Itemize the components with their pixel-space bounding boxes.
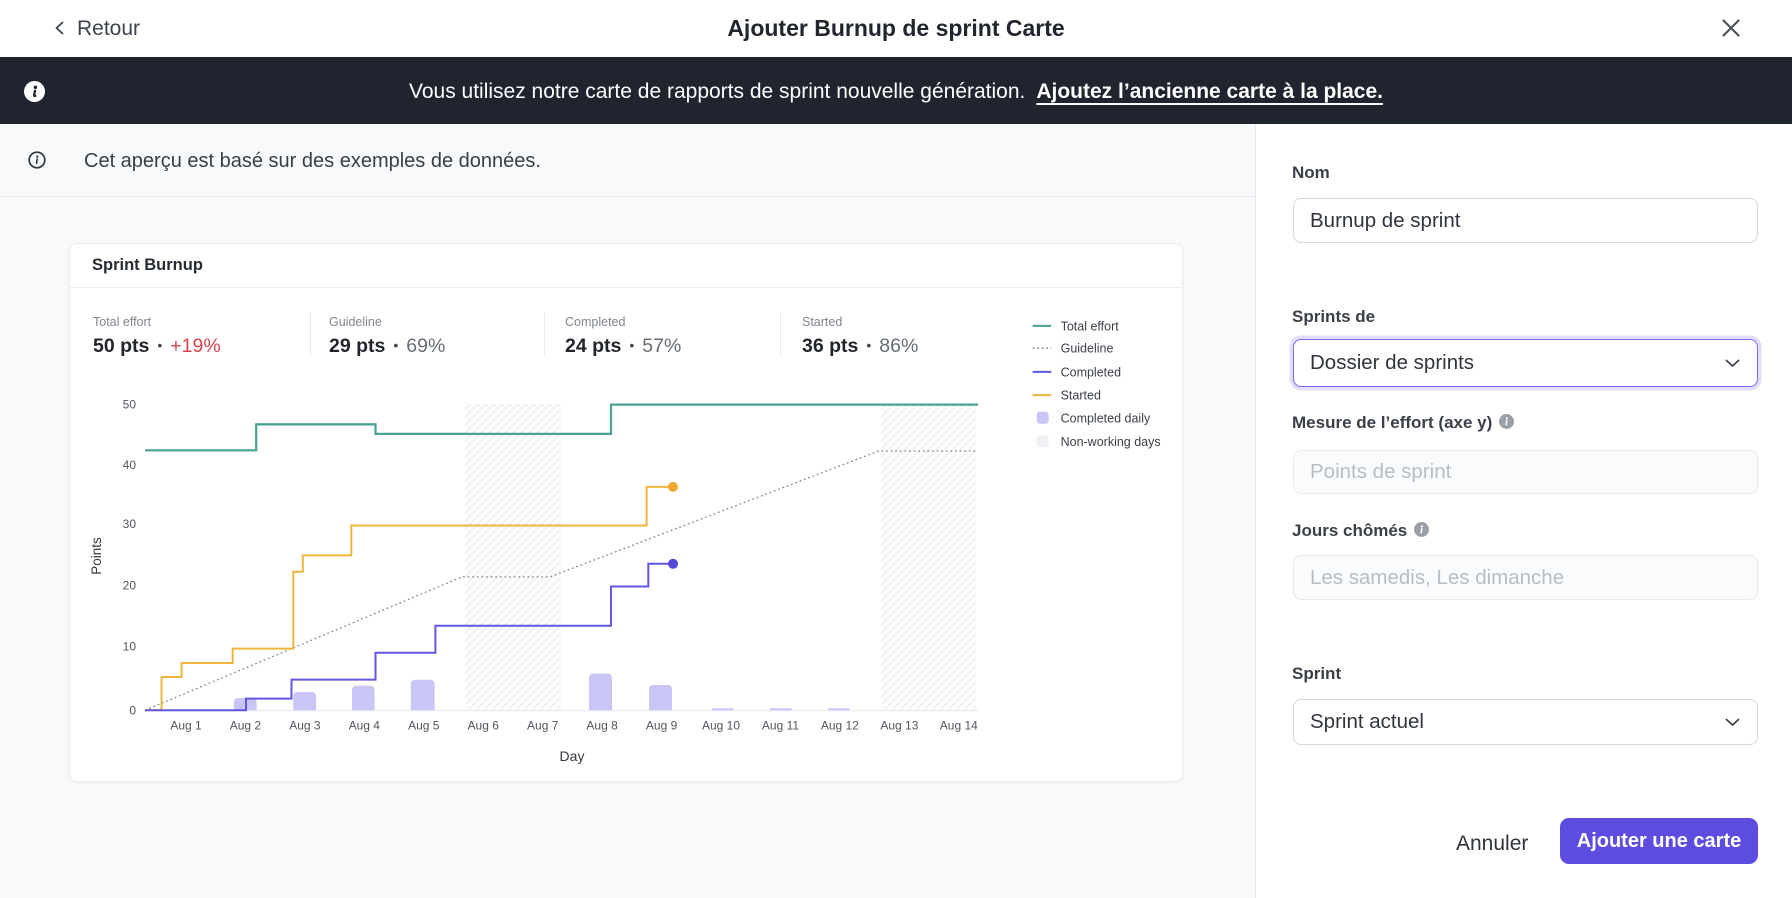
svg-text:0: 0 (129, 703, 136, 717)
svg-text:Aug 12: Aug 12 (821, 719, 859, 733)
svg-text:Aug 10: Aug 10 (702, 719, 740, 733)
svg-text:20: 20 (123, 578, 137, 592)
svg-text:Completed daily: Completed daily (1061, 411, 1151, 425)
svg-text:Started: Started (1061, 389, 1101, 403)
svg-text:Aug 7: Aug 7 (527, 719, 559, 733)
svg-text:Completed: Completed (1061, 365, 1121, 379)
svg-text:Aug 6: Aug 6 (468, 719, 500, 733)
svg-text:Aug 3: Aug 3 (289, 719, 321, 733)
svg-text:Non-working days: Non-working days (1061, 435, 1161, 449)
svg-text:Aug 9: Aug 9 (646, 719, 678, 733)
svg-text:Aug 2: Aug 2 (230, 719, 262, 733)
svg-text:Aug 11: Aug 11 (762, 719, 799, 733)
svg-text:Total effort: Total effort (1061, 319, 1120, 333)
svg-text:Aug 4: Aug 4 (349, 719, 381, 733)
svg-text:Day: Day (560, 748, 585, 764)
svg-text:Aug 1: Aug 1 (170, 719, 202, 733)
svg-text:50: 50 (123, 398, 137, 412)
svg-text:10: 10 (123, 640, 137, 654)
svg-text:30: 30 (123, 517, 137, 531)
svg-text:Aug 5: Aug 5 (408, 719, 440, 733)
svg-text:Aug 8: Aug 8 (586, 719, 618, 733)
svg-text:Aug 14: Aug 14 (940, 719, 978, 733)
svg-text:40: 40 (123, 458, 137, 472)
svg-text:Points: Points (89, 537, 104, 575)
svg-text:Aug 13: Aug 13 (880, 719, 918, 733)
svg-text:Guideline: Guideline (1061, 342, 1114, 356)
